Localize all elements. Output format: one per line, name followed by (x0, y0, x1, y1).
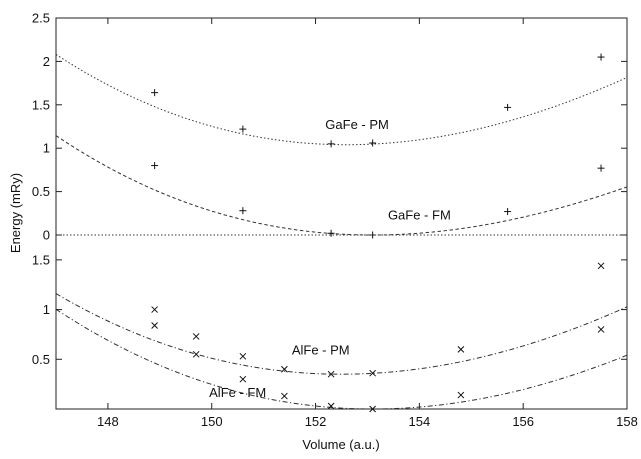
x-tick-label: 156 (512, 414, 534, 429)
plus-marker (239, 125, 247, 133)
x-tick-label: 158 (616, 414, 638, 429)
y-tick-label: 0.5 (32, 352, 50, 367)
y-axis-label: Energy (mRy) (8, 173, 23, 253)
curve-label: GaFe - PM (325, 117, 389, 132)
cross-marker (151, 306, 158, 313)
plus-marker (327, 140, 335, 148)
cross-marker (151, 322, 158, 329)
curve-gafe-pm (55, 54, 628, 146)
curve-label: AlFe - PM (292, 342, 350, 357)
plus-marker (151, 162, 159, 170)
plus-marker (327, 229, 335, 237)
plus-marker (239, 207, 247, 215)
cross-marker (457, 391, 465, 399)
markers-layer (151, 53, 605, 413)
cross-marker (327, 370, 335, 378)
cross-marker (192, 333, 200, 340)
x-tick-label: 152 (305, 414, 327, 429)
x-tick-label: 148 (97, 414, 119, 429)
plot-frame (55, 17, 628, 410)
x-tick-label: 154 (409, 414, 431, 429)
y-tick-label: 0 (43, 228, 50, 243)
y-tick-label: 1.5 (32, 97, 50, 112)
plus-marker (504, 103, 512, 111)
cross-marker (597, 326, 605, 333)
y-tick-label: 2.5 (32, 11, 50, 26)
cross-marker (281, 392, 288, 400)
y-tick-label: 1.5 (32, 252, 50, 267)
cross-marker (239, 352, 247, 360)
curve-gafe-fm (55, 135, 628, 236)
y-tick-label: 1 (43, 141, 50, 156)
cross-marker (597, 262, 605, 270)
cross-marker (327, 402, 335, 410)
plus-marker (504, 208, 512, 216)
y-axis-ticks: 0 0.5 1 1.5 2 2.5 0.5 1 1.5 (32, 11, 627, 367)
y-tick-label: 2 (43, 54, 50, 69)
plus-marker (151, 89, 159, 97)
curve-alfe-pm (55, 293, 628, 375)
y-tick-label: 1 (43, 302, 50, 317)
curve-label: AlFe - FM (209, 385, 266, 400)
curve-labels: GaFe - PM GaFe - FM AlFe - PM AlFe - FM (209, 117, 451, 400)
plus-marker (597, 53, 605, 61)
cross-marker (192, 350, 200, 358)
curves-layer (55, 54, 628, 410)
cross-marker (281, 365, 288, 373)
x-tick-label: 150 (201, 414, 223, 429)
curve-label: GaFe - FM (388, 207, 451, 222)
plus-marker (369, 139, 377, 147)
y-tick-label: 0.5 (32, 184, 50, 199)
curve-alfe-fm (55, 308, 628, 410)
cross-marker (457, 345, 465, 353)
cross-marker (239, 375, 247, 383)
cross-marker (369, 369, 376, 377)
x-axis-ticks: 148 150 152 154 156 158 (97, 18, 638, 429)
x-axis-label: Volume (a.u.) (302, 437, 379, 452)
plus-marker (597, 164, 605, 172)
